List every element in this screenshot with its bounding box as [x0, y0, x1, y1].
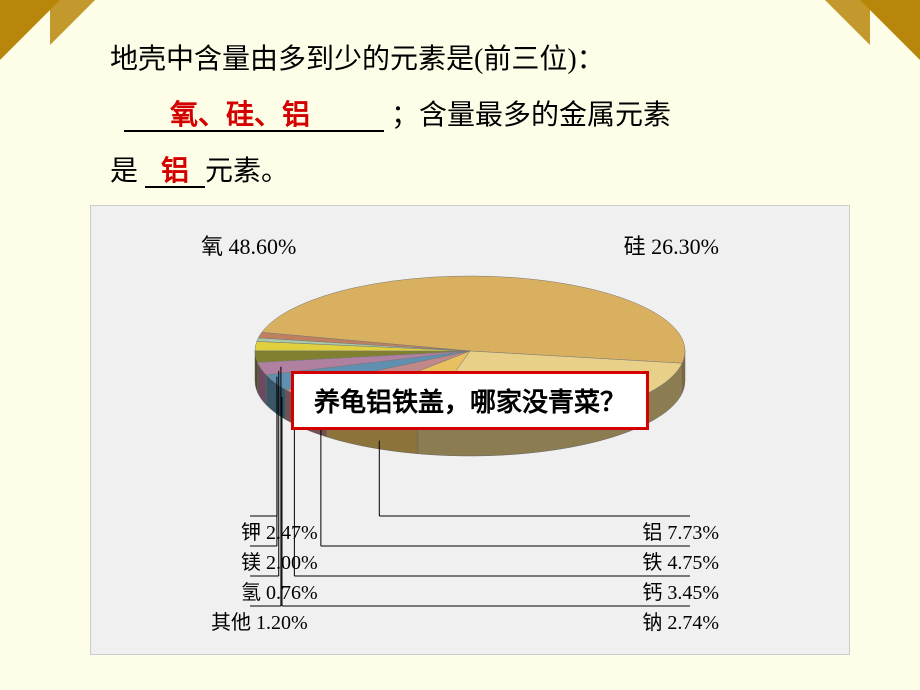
label-k: 钾 2.47% — [241, 516, 318, 545]
label-ca: 钙 3.45% — [642, 576, 719, 605]
blank-2: 铝 — [145, 158, 205, 188]
label-other: 其他 1.20% — [211, 606, 308, 635]
q-line2: ；含量最多的金属元素 — [391, 100, 671, 131]
q-paren: (前三位) — [474, 44, 577, 75]
label-oxygen: 氧 48.60% — [201, 229, 296, 261]
answer-1: 氧、硅、铝 — [170, 100, 310, 131]
label-h: 氢 0.76% — [241, 576, 318, 605]
answer-2: 铝 — [161, 156, 189, 187]
q-line3a: 是 — [110, 156, 138, 187]
label-silicon: 硅 26.30% — [624, 229, 719, 261]
blank-1: 氧、硅、铝 — [124, 102, 384, 132]
mnemonic-box: 养龟铝铁盖，哪家没青菜？ — [291, 371, 649, 430]
label-mg: 镁 2.00% — [241, 546, 318, 575]
label-fe: 铁 4.75% — [642, 546, 719, 575]
label-na: 钠 2.74% — [642, 606, 719, 635]
q-prefix: 地壳中含量由多到少的元素是 — [110, 44, 474, 75]
label-al: 铝 7.73% — [642, 516, 719, 545]
q-line3b: 元素。 — [205, 156, 289, 187]
q-colon: ： — [577, 44, 605, 75]
corner-decor — [50, 0, 95, 45]
crust-elements-chart: 氧 48.60% 硅 26.30% 养龟铝铁盖，哪家没青菜？ 钾 2.47% 镁… — [90, 205, 850, 655]
question-text: 地壳中含量由多到少的元素是(前三位)： 氧、硅、铝 ；含量最多的金属元素 是 铝… — [110, 32, 860, 200]
